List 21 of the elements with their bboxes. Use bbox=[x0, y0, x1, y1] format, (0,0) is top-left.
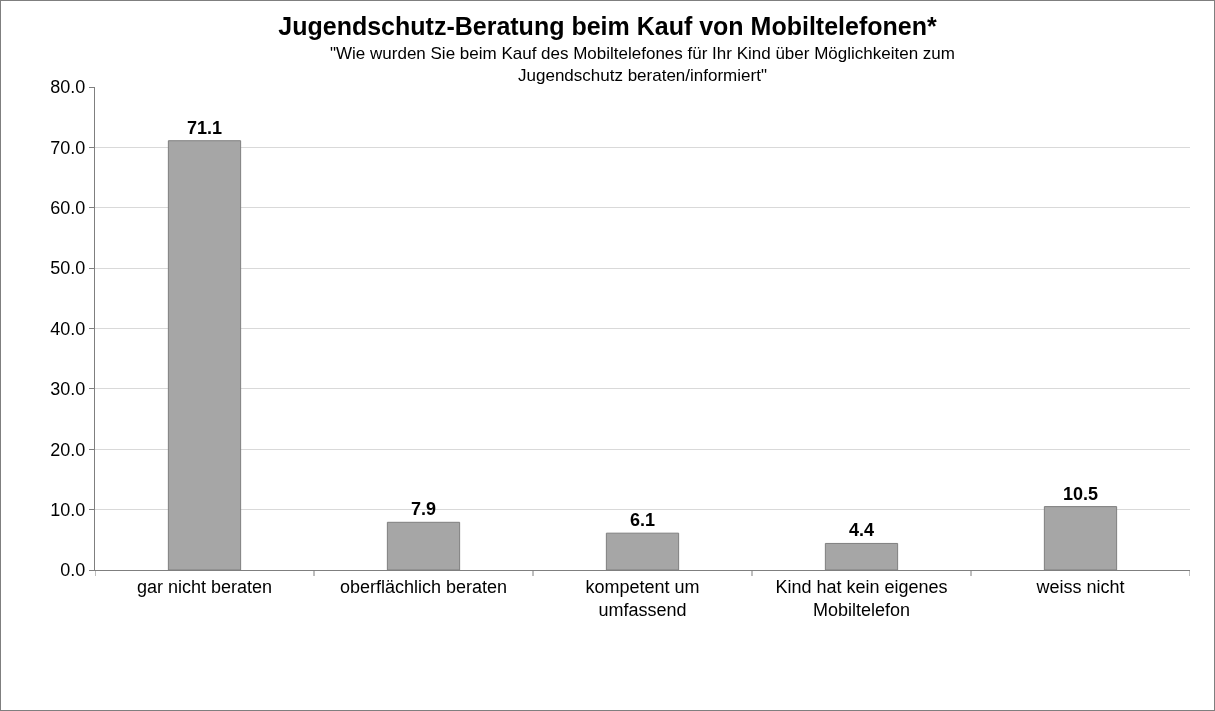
y-tick-label: 30.0 bbox=[50, 379, 86, 400]
data-label: 7.9 bbox=[410, 499, 437, 520]
x-tick-label: weiss nicht bbox=[1035, 576, 1125, 597]
chart-title: Jugendschutz-Beratung beim Kauf von Mobiltelefonen* bbox=[278, 11, 937, 40]
data-label: 71.1 bbox=[186, 117, 223, 138]
data-label: 6.1 bbox=[629, 510, 656, 531]
y-tick-label: 0.0 bbox=[60, 560, 86, 581]
x-tick-label: kompetent um umfassend bbox=[585, 576, 700, 620]
x-tick-label: oberflächlich beraten bbox=[339, 576, 508, 597]
y-tick-label: 20.0 bbox=[50, 439, 86, 460]
y-tick-label: 40.0 bbox=[50, 318, 86, 339]
x-tick-label: gar nicht beraten bbox=[136, 576, 273, 597]
y-tick-label: 80.0 bbox=[50, 77, 86, 98]
y-tick-label: 70.0 bbox=[50, 137, 86, 158]
data-label: 10.5 bbox=[1062, 483, 1099, 504]
y-tick-label: 10.0 bbox=[50, 499, 86, 520]
data-label: 4.4 bbox=[848, 520, 875, 541]
y-tick-label: 60.0 bbox=[50, 198, 86, 219]
chart-subtitle: "Wie wurden Sie beim Kauf des Mobiltelefones für Ihr Kind über Möglichkeiten zum Jugendschutz beraten/informiert" bbox=[330, 44, 955, 86]
x-tick-label: Kind hat kein eigenes Mobiltelefon bbox=[775, 576, 948, 620]
y-tick-label: 50.0 bbox=[50, 258, 86, 279]
